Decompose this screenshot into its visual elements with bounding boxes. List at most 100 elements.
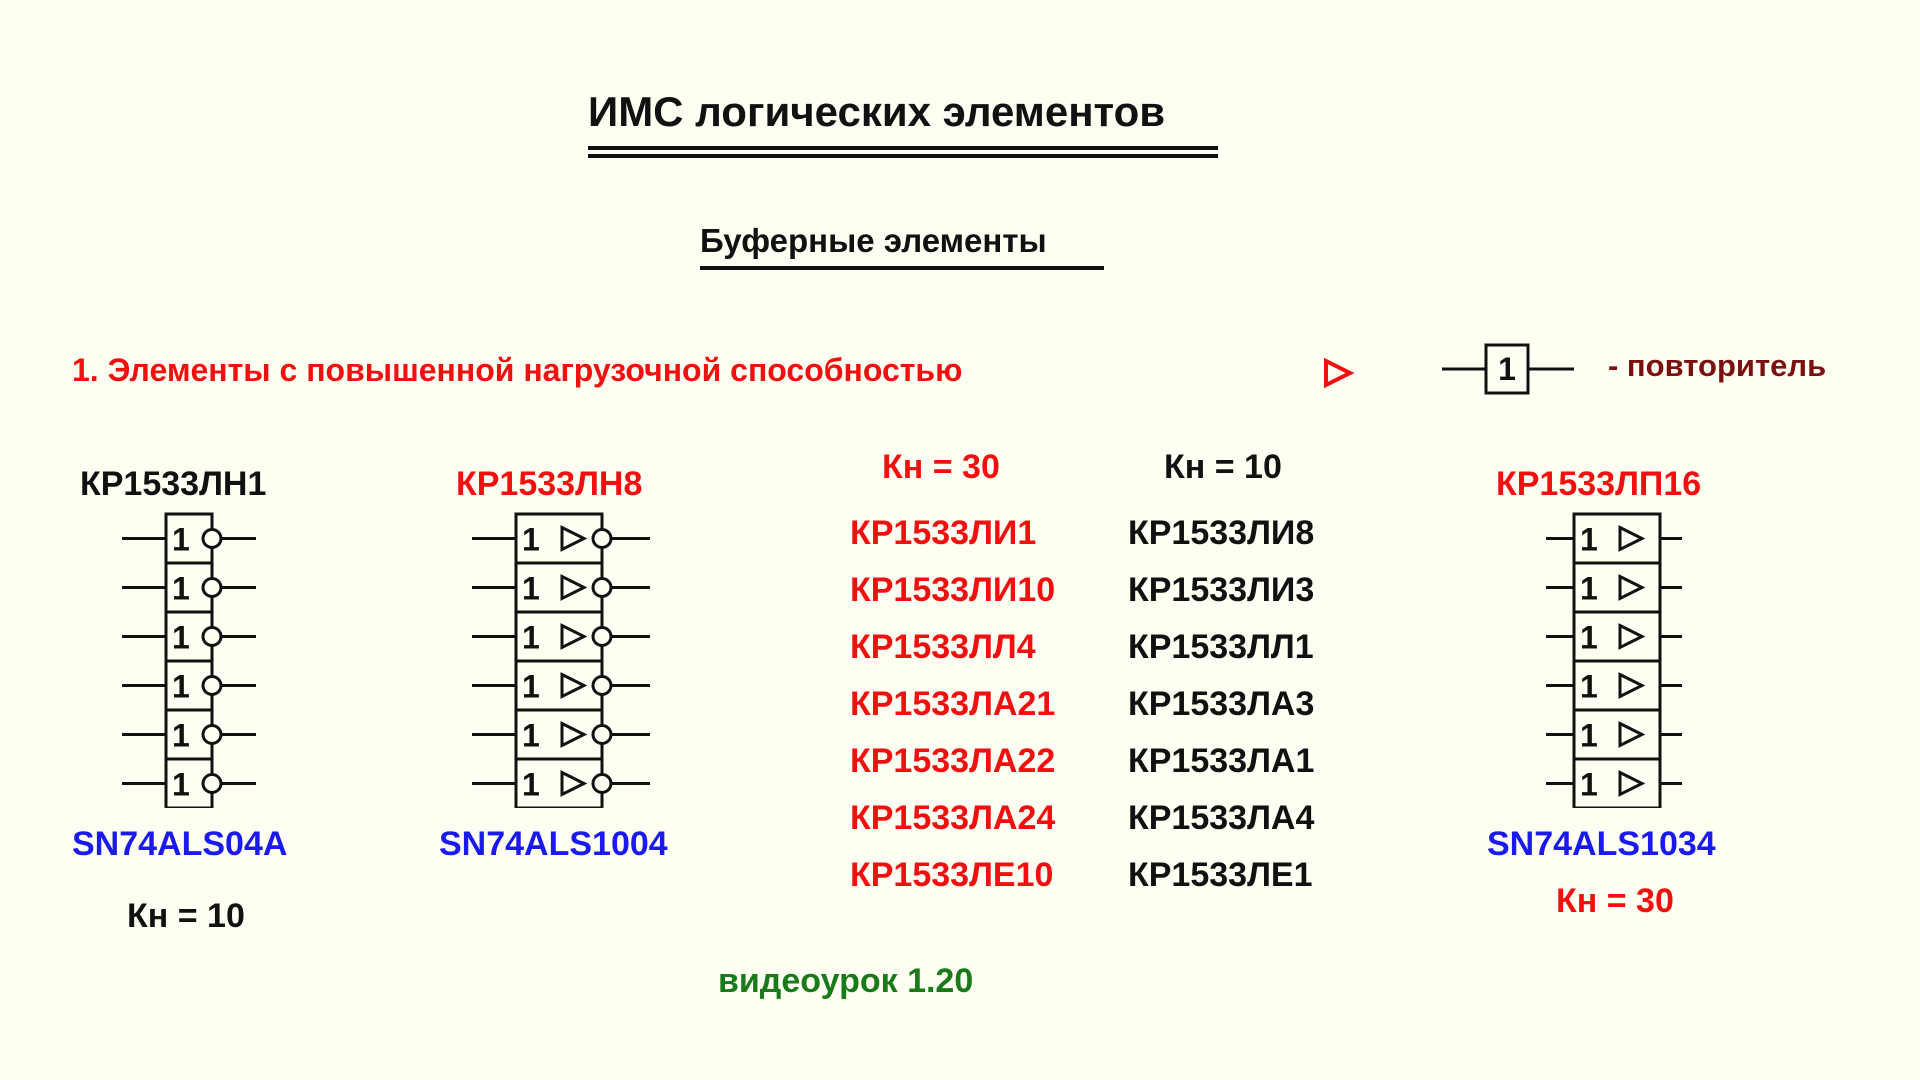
gate-1: 1	[1546, 512, 1682, 565]
gate-2: 1	[1546, 561, 1682, 614]
svg-text:1: 1	[172, 669, 190, 705]
svg-text:1: 1	[522, 718, 540, 754]
page-subtitle: Буферные элементы	[700, 222, 1047, 259]
gate-1: 1	[122, 512, 256, 565]
svg-text:1: 1	[1580, 620, 1598, 656]
svg-text:1: 1	[172, 522, 190, 558]
table-right-header: Кн = 10	[1164, 448, 1282, 486]
svg-text:1: 1	[522, 767, 540, 803]
subtitle-underline	[700, 266, 1104, 270]
buffer-triangle-icon	[1618, 574, 1646, 601]
buffer-triangle-icon	[1618, 672, 1646, 699]
title-underline-bottom	[588, 154, 1218, 158]
page-title: ИМС логических элементов	[588, 88, 1166, 135]
table-left-item-4: КР1533ЛА21	[850, 685, 1056, 723]
repeater-legend-symbol: 1	[1442, 343, 1574, 395]
section-heading: 1. Элементы с повышенной нагрузочной спо…	[72, 352, 963, 388]
buffer-triangle-icon	[560, 574, 588, 601]
table-left-item-5: КР1533ЛА22	[850, 742, 1056, 780]
svg-text:1: 1	[522, 571, 540, 607]
buffer-triangle-icon	[560, 770, 588, 797]
chip-2-symbol: 1 1 1 1 1 1	[472, 512, 650, 808]
table-right-item-4: КР1533ЛА3	[1128, 685, 1315, 723]
title-underline-top	[588, 146, 1218, 150]
gate-3: 1	[1546, 610, 1682, 663]
svg-text:1: 1	[1580, 669, 1598, 705]
table-left-item-3: КР1533ЛЛ4	[850, 628, 1036, 666]
chip-2-bottom-name: SN74ALS1004	[439, 825, 668, 863]
gate-5: 1	[122, 708, 256, 761]
table-left-item-2: КР1533ЛИ10	[850, 571, 1056, 609]
table-left-header: Кн = 30	[882, 448, 1000, 486]
buffer-triangle-icon	[560, 721, 588, 748]
buffer-triangle-icon	[1618, 525, 1646, 552]
svg-text:1: 1	[522, 620, 540, 656]
chip-1-symbol: 1 1 1 1 1 1	[122, 512, 256, 808]
buffer-triangle-icon	[1618, 770, 1646, 797]
table-left-column: КР1533ЛИ1 КР1533ЛИ10 КР1533ЛЛ4 КР1533ЛА21 КР…	[850, 505, 1055, 904]
table-right-column: КР1533ЛИ8 КР1533ЛИ3 КР1533ЛЛ1 КР1533ЛА3 КР15…	[1128, 505, 1314, 904]
svg-text:1: 1	[172, 767, 190, 803]
svg-text:1: 1	[1580, 767, 1598, 803]
gate-2: 1	[122, 561, 256, 614]
svg-text:1: 1	[522, 522, 540, 558]
table-right-item-2: КР1533ЛИ3	[1128, 571, 1315, 609]
buffer-triangle-icon	[560, 672, 588, 699]
gate-4: 1	[1546, 659, 1682, 712]
table-left-item-1: КР1533ЛИ1	[850, 514, 1037, 552]
chip-2-top-name: КР1533ЛН8	[456, 465, 643, 503]
inverter-bubble-icon	[591, 528, 613, 549]
legend-box-label: 1	[1498, 351, 1516, 387]
buffer-triangle-icon	[560, 525, 588, 552]
gate-5: 1	[1546, 708, 1682, 761]
table-right-item-1: КР1533ЛИ8	[1128, 514, 1315, 552]
chip-1-top-name: КР1533ЛН1	[80, 465, 267, 503]
inverter-bubble-icon	[201, 528, 223, 549]
chip-3-bottom-name: SN74ALS1034	[1487, 825, 1716, 863]
svg-text:1: 1	[172, 718, 190, 754]
inverter-bubble-icon	[201, 675, 223, 696]
gate-2: 1	[472, 561, 650, 614]
svg-text:1: 1	[172, 620, 190, 656]
table-right-item-7: КР1533ЛЕ1	[1128, 856, 1313, 894]
table-left-item-6: КР1533ЛА24	[850, 799, 1056, 837]
gate-6: 1	[122, 757, 256, 808]
table-left-item-7: КР1533ЛЕ10	[850, 856, 1054, 894]
svg-text:1: 1	[1580, 571, 1598, 607]
inverter-bubble-icon	[201, 773, 223, 794]
inverter-bubble-icon	[201, 724, 223, 745]
footer-video-lesson: видеоурок 1.20	[718, 962, 974, 1000]
chip-3-top-name: КР1533ЛП16	[1496, 465, 1702, 503]
svg-text:1: 1	[1580, 522, 1598, 558]
gate-1: 1	[472, 512, 650, 565]
svg-text:1: 1	[522, 669, 540, 705]
gate-4: 1	[472, 659, 650, 712]
gate-5: 1	[472, 708, 650, 761]
legend-repeater-text: - повторитель	[1608, 348, 1827, 383]
gate-6: 1	[472, 757, 650, 808]
buffer-triangle-icon	[1324, 357, 1355, 389]
table-right-item-6: КР1533ЛА4	[1128, 799, 1315, 837]
svg-text:1: 1	[1580, 718, 1598, 754]
inverter-bubble-icon	[591, 773, 613, 794]
table-right-item-5: КР1533ЛА1	[1128, 742, 1315, 780]
gate-3: 1	[472, 610, 650, 663]
inverter-bubble-icon	[591, 626, 613, 647]
gate-6: 1	[1546, 757, 1682, 808]
inverter-bubble-icon	[201, 577, 223, 598]
buffer-triangle-icon	[1618, 721, 1646, 748]
svg-text:1: 1	[172, 571, 190, 607]
chip-1-bottom-name: SN74ALS04A	[72, 825, 288, 863]
gate-3: 1	[122, 610, 256, 663]
inverter-bubble-icon	[591, 577, 613, 598]
buffer-triangle-icon	[1618, 623, 1646, 650]
gate-4: 1	[122, 659, 256, 712]
buffer-triangle-icon	[560, 623, 588, 650]
table-right-item-3: КР1533ЛЛ1	[1128, 628, 1314, 666]
chip-3-symbol: 1 1 1 1 1 1	[1546, 512, 1682, 808]
chip-3-kn: Кн = 30	[1556, 882, 1674, 920]
inverter-bubble-icon	[201, 626, 223, 647]
inverter-bubble-icon	[591, 675, 613, 696]
inverter-bubble-icon	[591, 724, 613, 745]
chip-1-kn: Кн = 10	[127, 897, 245, 935]
